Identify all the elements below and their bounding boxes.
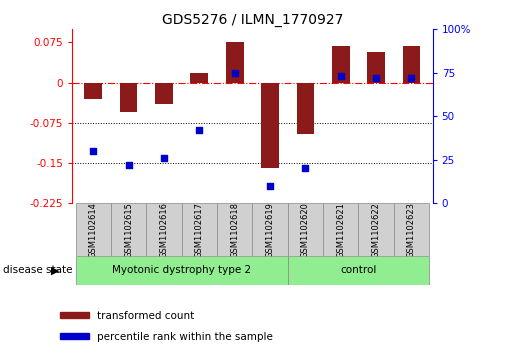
Text: transformed count: transformed count <box>97 311 194 321</box>
Bar <box>182 203 217 256</box>
Bar <box>394 203 429 256</box>
Text: GSM1102619: GSM1102619 <box>266 202 274 257</box>
Bar <box>155 83 173 104</box>
Point <box>407 75 416 81</box>
Text: GSM1102616: GSM1102616 <box>160 201 168 258</box>
Point <box>337 73 345 79</box>
Text: GSM1102623: GSM1102623 <box>407 201 416 258</box>
Text: GSM1102615: GSM1102615 <box>124 202 133 257</box>
Text: GSM1102617: GSM1102617 <box>195 201 204 258</box>
Point <box>231 70 239 76</box>
Bar <box>403 46 420 83</box>
Text: ▶: ▶ <box>50 265 59 276</box>
Text: GSM1102621: GSM1102621 <box>336 202 345 257</box>
Bar <box>60 333 89 339</box>
Bar <box>288 203 323 256</box>
Text: GSM1102614: GSM1102614 <box>89 202 98 257</box>
Text: percentile rank within the sample: percentile rank within the sample <box>97 332 273 342</box>
Bar <box>84 83 102 99</box>
Point <box>89 148 97 154</box>
Text: control: control <box>340 265 376 276</box>
Bar <box>332 46 350 83</box>
Bar <box>111 203 146 256</box>
Bar <box>367 52 385 83</box>
Bar <box>76 256 288 285</box>
Bar <box>297 83 314 134</box>
Bar <box>261 83 279 168</box>
Bar <box>226 42 244 83</box>
Bar <box>146 203 182 256</box>
Text: GSM1102618: GSM1102618 <box>230 201 239 258</box>
Text: GSM1102622: GSM1102622 <box>371 202 381 257</box>
Title: GDS5276 / ILMN_1770927: GDS5276 / ILMN_1770927 <box>162 13 343 26</box>
Point <box>372 75 380 81</box>
Bar <box>252 203 288 256</box>
Point <box>266 183 274 189</box>
Bar <box>60 312 89 318</box>
Bar <box>120 83 138 112</box>
Point <box>125 162 133 168</box>
Point <box>195 127 203 133</box>
Bar <box>323 203 358 256</box>
Point <box>160 155 168 161</box>
Text: Myotonic dystrophy type 2: Myotonic dystrophy type 2 <box>112 265 251 276</box>
Bar <box>358 203 394 256</box>
Text: disease state: disease state <box>3 265 72 276</box>
Bar <box>76 203 111 256</box>
Point <box>301 166 310 171</box>
Bar <box>217 203 252 256</box>
Text: GSM1102620: GSM1102620 <box>301 202 310 257</box>
Bar <box>191 73 208 83</box>
Bar <box>288 256 429 285</box>
